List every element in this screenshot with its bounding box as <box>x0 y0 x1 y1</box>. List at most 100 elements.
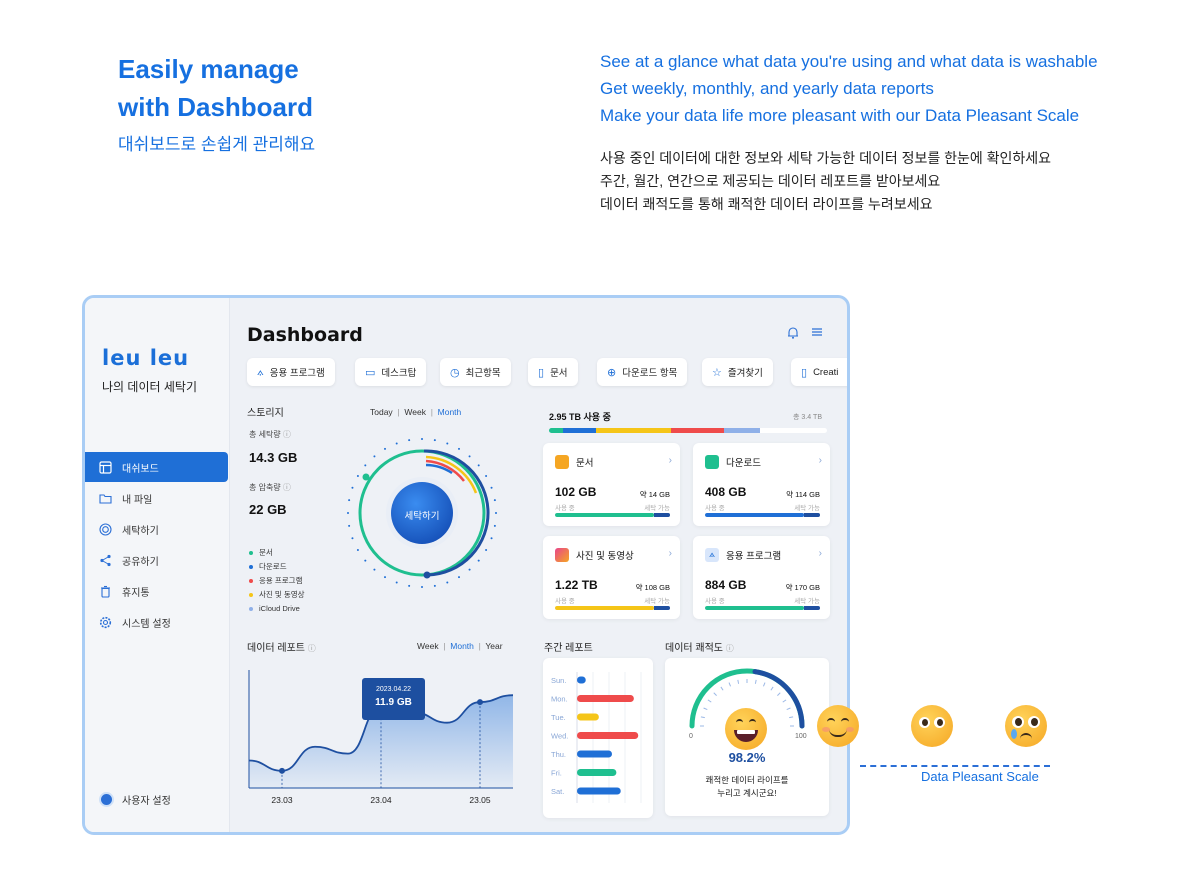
wash-button[interactable]: 세탁하기 <box>404 511 440 522</box>
x-tick-label: 23.04 <box>370 795 392 805</box>
tab-week[interactable]: Week <box>417 641 439 651</box>
chip-applications[interactable]: ⟑ 응용 프로그램 <box>247 358 335 386</box>
weekly-bar <box>577 695 634 702</box>
weekly-day-label: Wed. <box>551 732 568 741</box>
sidebar-item-label: 내 파일 <box>122 494 153 506</box>
sidebar-item-label: 시스템 설정 <box>122 618 171 630</box>
hero-subtitle: 대쉬보드로 손쉽게 관리해요 <box>118 135 316 154</box>
tab-today[interactable]: Today <box>370 407 393 417</box>
chip-recent[interactable]: ◷ 최근항목 <box>440 358 511 386</box>
usage-segment <box>596 428 672 433</box>
weekly-day-label: Fri. <box>551 769 562 778</box>
report-range-tabs: Week | Month | Year <box>417 641 503 651</box>
weekly-bar <box>577 676 586 684</box>
chart-tooltip: 2023.04.22 11.9 GB <box>362 678 425 720</box>
chip-documents[interactable]: ▯ 문서 <box>528 358 578 386</box>
dial-tick <box>356 475 359 477</box>
bell-icon[interactable] <box>787 326 799 342</box>
chip-label: Creati <box>813 366 839 378</box>
sidebar-item-dashboard[interactable]: 대쉬보드 <box>85 452 228 482</box>
gauge-tick <box>728 682 732 687</box>
folder-icon <box>99 492 112 505</box>
share-icon <box>99 554 112 567</box>
total-wash-label: 총 세탁량 ⓘ <box>249 430 291 439</box>
smiling-face-icon <box>817 705 859 747</box>
sidebar-item-share[interactable]: 공유하기 <box>85 545 228 575</box>
menu-icon[interactable] <box>811 326 823 342</box>
file-card-applications[interactable]: ⟑ 응용 프로그램 › 884 GB 약 170 GB 사용 중 세탁 가능 <box>693 536 830 619</box>
legend-item: 응용 프로그램 <box>249 574 305 588</box>
hero-title: Easily manage with Dashboard <box>118 50 313 126</box>
card-washable-label: 세탁 가능 <box>794 598 820 605</box>
tab-week[interactable]: Week <box>404 407 426 417</box>
card-header: 다운로드 <box>705 455 761 469</box>
weekly-bar <box>577 750 612 758</box>
chevron-right-icon[interactable]: › <box>668 455 672 466</box>
x-tick-label: 23.03 <box>271 795 293 805</box>
chevron-right-icon[interactable]: › <box>818 548 822 559</box>
app-icon: ⟑ <box>705 548 719 562</box>
chevron-right-icon[interactable]: › <box>668 548 672 559</box>
dial-tick <box>446 581 449 584</box>
tab-month[interactable]: Month <box>450 641 474 651</box>
card-progress-fill <box>555 513 654 517</box>
apps-icon: ⟑ <box>257 365 264 378</box>
card-approx: 약 114 GB <box>786 490 820 499</box>
tab-year[interactable]: Year <box>485 641 503 651</box>
tab-month[interactable]: Month <box>437 407 462 417</box>
card-size: 408 GB <box>705 485 747 499</box>
file-card-documents[interactable]: 문서 › 102 GB 약 14 GB 사용 중 세탁 가능 <box>543 443 680 526</box>
dial-tick <box>421 586 423 588</box>
sidebar-item-settings[interactable]: 시스템 설정 <box>85 607 228 637</box>
scale-line <box>860 765 1050 767</box>
pleasant-value: 98.2% <box>728 750 766 765</box>
chip-label: 다운로드 항목 <box>622 368 678 379</box>
feature-en-1: See at a glance what data you're using a… <box>600 52 1098 71</box>
pleasant-message-line1: 쾌적한 데이터 라이프를 <box>705 775 789 785</box>
tooltip-date: 2023.04.22 <box>375 686 412 693</box>
card-title: 다운로드 <box>726 458 761 469</box>
gauge-tick <box>782 699 787 703</box>
dial-tick <box>468 455 471 458</box>
dial-tick <box>348 499 351 502</box>
card-progress <box>555 513 670 517</box>
user-settings-link[interactable]: 사용자 설정 <box>99 792 171 807</box>
storage-title: 스토리지 <box>247 408 284 419</box>
report-area <box>249 695 513 788</box>
usage-segment <box>671 428 725 433</box>
legend-item: 다운로드 <box>249 560 305 574</box>
document-icon <box>555 455 569 469</box>
chevron-right-icon[interactable]: › <box>818 455 822 466</box>
usage-label: 2.95 TB 사용 중 <box>549 412 611 422</box>
card-washable-label: 세탁 가능 <box>644 598 670 605</box>
sidebar-item-trash[interactable]: 휴지통 <box>85 576 228 606</box>
neutral-face-icon <box>911 705 953 747</box>
chip-downloads[interactable]: ⊕ 다운로드 항목 <box>597 358 688 386</box>
user-settings-label: 사용자 설정 <box>122 796 171 807</box>
weekly-report-title: 주간 레포트 <box>544 643 593 654</box>
card-progress-washable <box>803 606 820 610</box>
sidebar-item-my-files[interactable]: 내 파일 <box>85 483 228 513</box>
trash-icon <box>99 585 112 598</box>
chip-favorites[interactable]: ☆ 즐겨찾기 <box>702 358 773 386</box>
file-card-photos[interactable]: 사진 및 동영상 › 1.22 TB 약 108 GB 사용 중 세탁 가능 <box>543 536 680 619</box>
clock-icon: ◷ <box>450 366 460 379</box>
dial-arc-photos <box>425 455 478 494</box>
chip-desktop[interactable]: ▭ 데스크탑 <box>355 358 427 386</box>
sidebar-item-label: 대쉬보드 <box>122 463 159 475</box>
dial-arc-apps <box>425 459 465 482</box>
chip-label: 응용 프로그램 <box>269 368 325 379</box>
pleasant-gauge <box>689 668 805 729</box>
chip-creative[interactable]: ▯ Creati <box>791 358 847 386</box>
card-header: 문서 <box>555 455 593 469</box>
wash-icon <box>99 522 112 536</box>
avatar <box>99 792 114 807</box>
dial-tick <box>408 584 411 587</box>
dial-tick <box>446 442 449 445</box>
usage-segment <box>724 428 761 433</box>
app-window: leu leu 나의 데이터 세탁기 대쉬보드 내 파일 세탁하기 공유하기 <box>82 295 850 835</box>
sidebar-item-wash[interactable]: 세탁하기 <box>85 514 228 544</box>
file-card-downloads[interactable]: 다운로드 › 408 GB 약 114 GB 사용 중 세탁 가능 <box>693 443 830 526</box>
dial-tick <box>495 512 497 514</box>
dial-blue-arc <box>423 449 490 577</box>
